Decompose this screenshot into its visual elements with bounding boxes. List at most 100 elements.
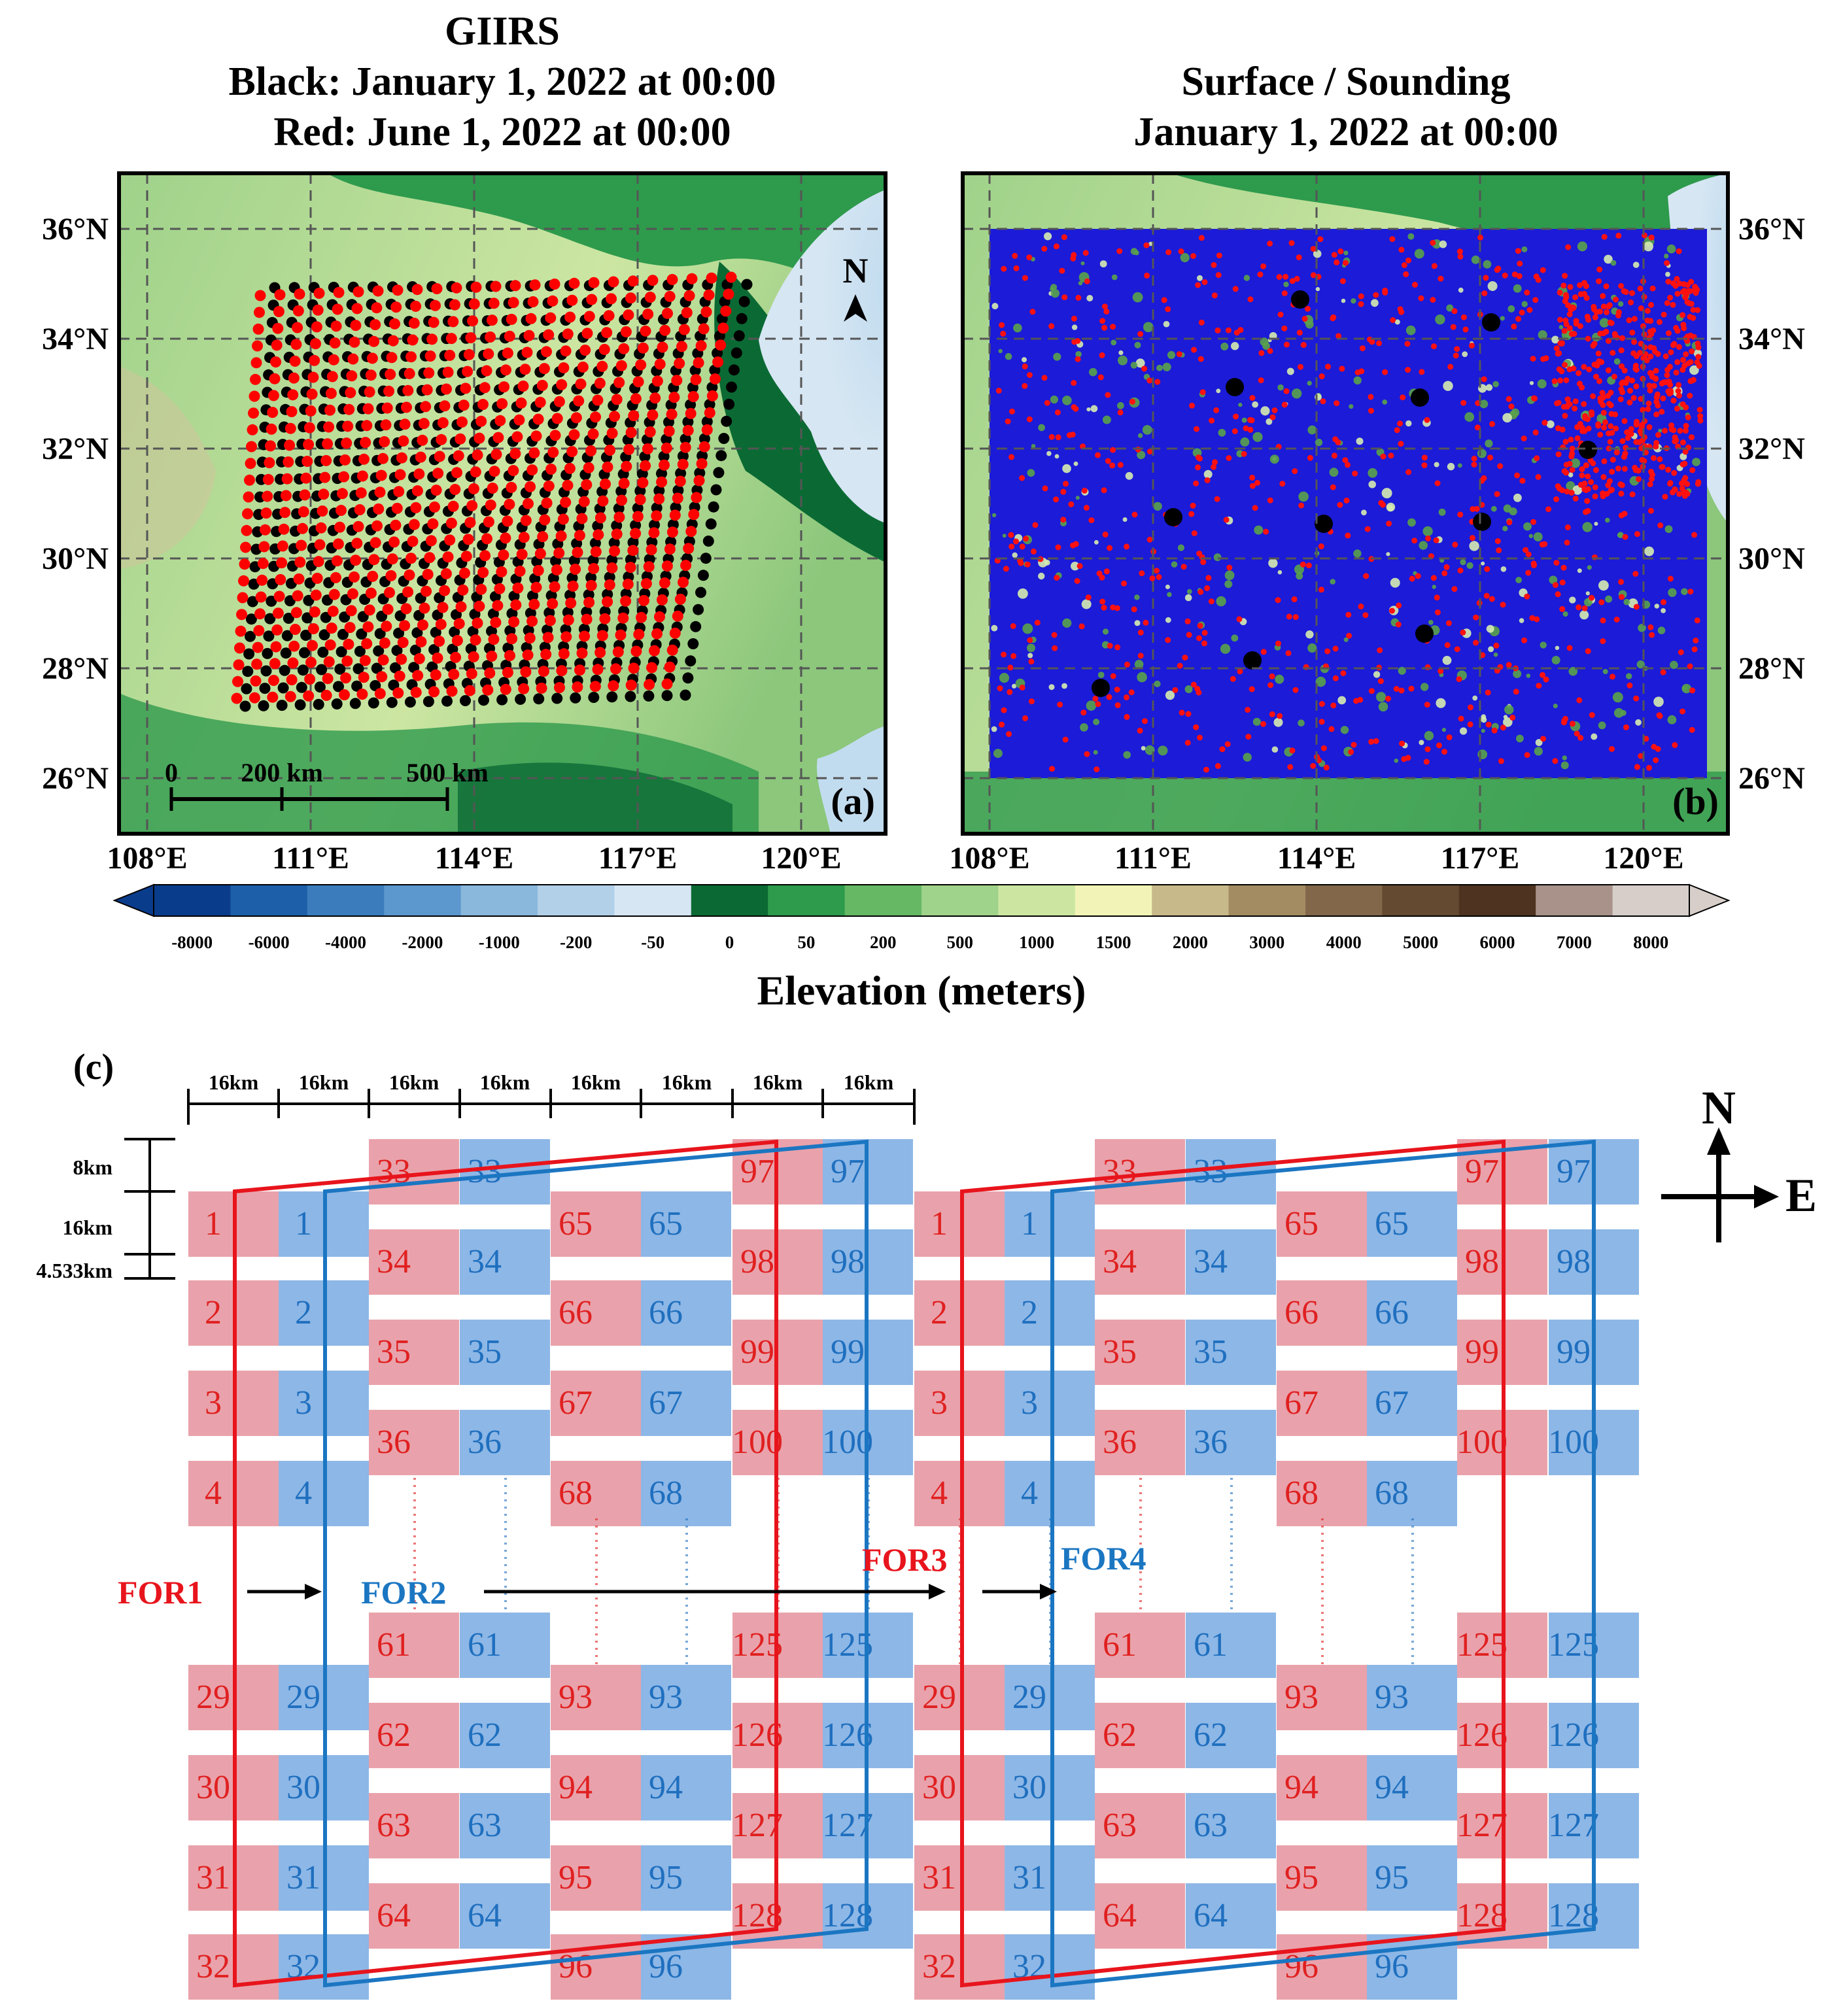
footprint-jun [372,285,384,297]
footprint-jun [556,665,568,677]
footprint-jun [596,630,608,641]
footprint-jun [381,402,393,414]
surface-station [1203,766,1209,773]
surface-station [1320,745,1327,751]
surface-station [1010,623,1016,629]
surface-station [1569,721,1576,727]
footprint-jun [601,327,613,339]
panel-b-lat-ticks: 36°N 34°N 32°N 30°N 28°N 26°N [1738,212,1805,796]
surface-station [1647,353,1654,360]
footprint-jun [404,569,415,581]
footprint-jan [515,693,526,705]
footprint-jan [630,519,642,531]
surface-station [1515,316,1521,322]
footprint-jun [532,565,544,576]
coverage-gap [1203,470,1213,479]
footprint-jan [533,693,545,705]
coverage-gap [1486,624,1494,633]
coverage-gap [1493,652,1498,657]
surface-station [1607,319,1613,326]
footprint-jun [604,445,615,456]
surface-station [1032,522,1039,528]
surface-station [1196,635,1202,641]
surface-station [1390,317,1396,323]
footprint-jun [459,568,470,579]
fov-cell-blue [641,1461,731,1526]
footprint-jun [299,489,311,501]
coverage-gap [1555,645,1560,650]
footprint-jun [241,524,252,536]
coverage-gap [1488,646,1494,653]
fov-cell-blue [1005,1280,1095,1346]
surface-station [1363,573,1369,579]
surface-station [1570,305,1577,311]
footprint-jun [349,571,360,583]
footprint-jun [420,401,432,413]
footprint-jun [638,594,649,606]
surface-station [1577,282,1583,288]
footprint-jun [462,366,474,377]
coverage-gap [1158,745,1168,756]
surface-station [1675,388,1681,394]
fov-cell-blue [1186,1229,1276,1295]
surface-station [1446,734,1453,741]
surface-station [1053,243,1059,250]
footprint-jun [265,440,276,452]
surface-station [1424,746,1431,753]
surface-station [1674,290,1681,297]
surface-station [1186,632,1192,638]
fov-number: 32 [922,1948,956,1985]
coverage-gap [1137,451,1146,460]
fov-number: 93 [649,1679,683,1716]
fov-number: 67 [1284,1384,1318,1422]
surface-station [999,322,1005,328]
footprint-jun [632,511,644,522]
coverage-gap [1050,289,1059,298]
footprint-jun [386,352,398,364]
footprint-jun [661,442,672,454]
surface-station [1373,292,1379,298]
footprint-jun [267,390,279,401]
surface-station [1334,400,1340,407]
surface-station [1358,368,1365,375]
coverage-gap [1515,577,1523,583]
footprint-jun [634,494,646,505]
footprint-jan [566,572,578,584]
footprint-jun [683,543,695,555]
surface-station [1061,234,1067,241]
surface-station [1494,538,1501,544]
fov-cell-red [914,1280,1005,1346]
footprint-jun [539,514,551,526]
footprint-jan [356,628,368,640]
surface-station [1517,260,1523,267]
footprint-jan [728,364,740,376]
footprint-jun [613,511,625,523]
fov-number: 61 [1103,1626,1137,1664]
footprint-jun [630,528,642,539]
footprint-jan [422,696,434,708]
footprint-jan [693,604,704,615]
footprint-jun [545,464,557,475]
surface-station [1068,501,1075,507]
surface-station [1585,425,1592,432]
for1-label: FOR1 [118,1574,203,1611]
footprint-jun [587,428,599,440]
footprint-jun [296,539,307,551]
coverage-gap [1386,552,1390,556]
surface-station [1230,675,1236,682]
coverage-gap [1125,471,1133,480]
coverage-gap [1521,246,1528,252]
footprint-jun [368,335,380,347]
coverage-gap [1540,641,1547,649]
footprint-jun [671,375,683,386]
coverage-gap [1458,287,1464,293]
footprint-jun [646,662,658,674]
surface-station [1529,615,1536,621]
coverage-gap [1298,491,1309,502]
coverage-gap [1184,594,1192,602]
sounding-station [1411,388,1429,407]
surface-station [1683,351,1689,358]
coverage-gap [1424,730,1434,741]
surface-station [1603,328,1610,335]
footprint-jun [362,621,374,633]
